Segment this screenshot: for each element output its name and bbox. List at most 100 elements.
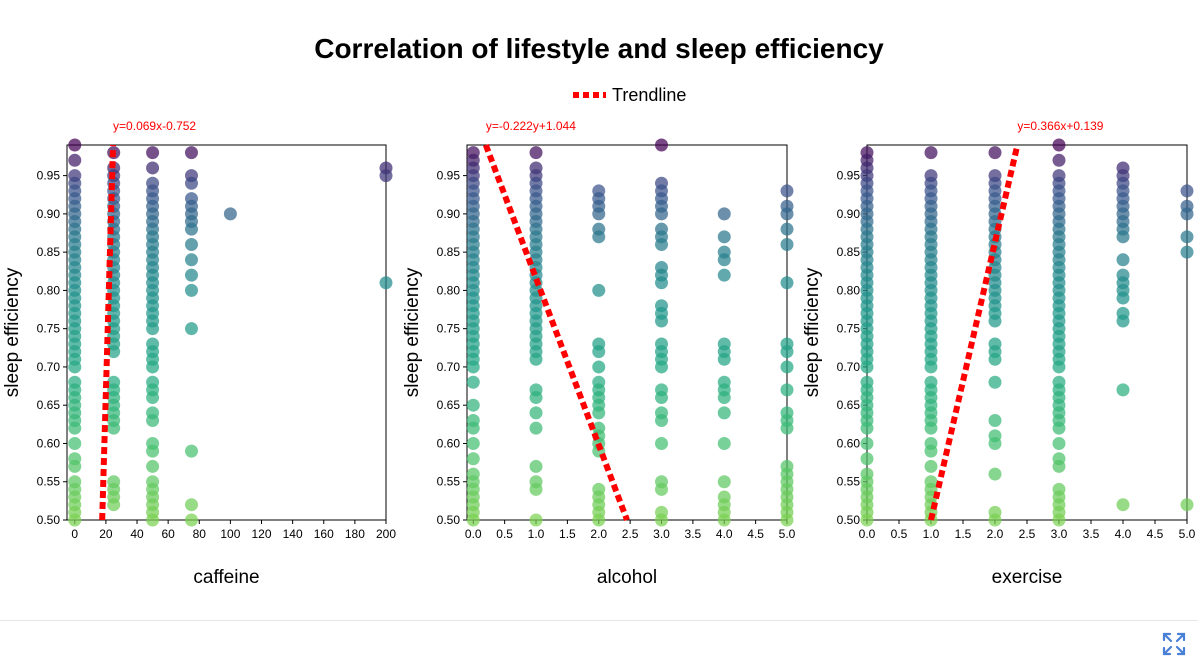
- trendline-equation: y=0.366x+0.139: [1017, 119, 1103, 133]
- scatter-point: [184, 237, 198, 251]
- scatter-point: [146, 459, 160, 473]
- scatter-point: [988, 146, 1002, 160]
- scatter-point: [717, 352, 731, 366]
- trendline-equation: y=-0.222y+1.044: [486, 119, 576, 133]
- scatter-point: [655, 314, 669, 328]
- scatter-point: [924, 459, 938, 473]
- panel-exercise: 0.50 0.55 0.60 0.65 0.70 0.75 0.80 0.85 0.90 0.95…: [802, 119, 1196, 588]
- scatter-point: [988, 314, 1002, 328]
- x-tick-label: 4.0: [716, 527, 733, 541]
- x-tick-label: 20: [99, 527, 113, 541]
- scatter-point: [988, 414, 1002, 428]
- x-tick-label: 80: [193, 527, 207, 541]
- y-tick-label: 0.60: [837, 436, 861, 450]
- scatter-point: [184, 498, 198, 512]
- scatter-point: [1052, 421, 1066, 435]
- scatter-point: [1116, 383, 1130, 397]
- scatter-point: [655, 391, 669, 405]
- scatter-point: [988, 513, 1002, 527]
- scatter-point: [1180, 184, 1194, 198]
- x-tick-label: 1.5: [955, 527, 972, 541]
- scatter-point: [146, 360, 160, 374]
- x-tick-label: 3.5: [685, 527, 702, 541]
- scatter-point: [988, 352, 1002, 366]
- y-tick-label: 0.80: [437, 283, 461, 297]
- scatter-point: [780, 276, 794, 290]
- scatter-point: [1180, 230, 1194, 244]
- legend: Trendline: [573, 85, 686, 105]
- scatter-point: [184, 253, 198, 267]
- scatter-point: [592, 513, 606, 527]
- trendline: [483, 143, 630, 522]
- scatter-point: [924, 444, 938, 458]
- y-tick-label: 0.60: [437, 436, 461, 450]
- x-tick-label: 2.5: [622, 527, 639, 541]
- x-tick-label: 0.5: [496, 527, 513, 541]
- scatter-point: [1116, 314, 1130, 328]
- y-tick-label: 0.75: [437, 322, 461, 336]
- y-tick-label: 0.55: [37, 475, 61, 489]
- scatter-point: [184, 222, 198, 236]
- x-tick-label: 100: [220, 527, 240, 541]
- scatter-point: [529, 482, 543, 496]
- scatter-point: [717, 207, 731, 221]
- scatter-point: [924, 421, 938, 435]
- x-axis-label: alcohol: [597, 567, 657, 588]
- scatter-point: [924, 360, 938, 374]
- x-tick-label: 1.5: [559, 527, 576, 541]
- scatter-point: [655, 237, 669, 251]
- scatter-point: [184, 146, 198, 160]
- scatter-point: [529, 391, 543, 405]
- scatter-point: [146, 322, 160, 336]
- y-tick-label: 0.50: [437, 513, 461, 527]
- y-tick-label: 0.90: [437, 207, 461, 221]
- scatter-point: [780, 345, 794, 359]
- scatter-point: [592, 283, 606, 297]
- x-tick-label: 2.0: [987, 527, 1004, 541]
- panel-alcohol: 0.50 0.55 0.60 0.65 0.70 0.75 0.80 0.85 0.90 0.95…: [402, 119, 796, 588]
- scatter-point: [146, 414, 160, 428]
- scatter-point: [988, 375, 1002, 389]
- x-tick-label: 3.0: [1051, 527, 1068, 541]
- scatter-point: [184, 444, 198, 458]
- scatter-point: [717, 391, 731, 405]
- scatter-point: [146, 146, 160, 160]
- expand-icon[interactable]: [1162, 632, 1186, 656]
- plot-frame: [866, 144, 1188, 521]
- scatter-point: [466, 360, 480, 374]
- x-tick-label: 60: [161, 527, 175, 541]
- scatter-point: [107, 345, 121, 359]
- scatter-point: [780, 360, 794, 374]
- scatter-point: [466, 398, 480, 412]
- y-tick-label: 0.60: [37, 436, 61, 450]
- scatter-point: [1052, 513, 1066, 527]
- scatter-point: [592, 360, 606, 374]
- scatter-point: [466, 375, 480, 389]
- scatter-point: [1052, 436, 1066, 450]
- x-tick-label: 4.5: [1147, 527, 1164, 541]
- x-tick-label: 5.0: [779, 527, 796, 541]
- scatter-point: [184, 322, 198, 336]
- x-axis-label: caffeine: [193, 567, 259, 588]
- scatter-point: [655, 360, 669, 374]
- y-tick-label: 0.85: [37, 245, 61, 259]
- y-tick-label: 0.85: [837, 245, 861, 259]
- scatter-point: [68, 138, 82, 152]
- x-tick-label: 140: [283, 527, 303, 541]
- y-tick-label: 0.85: [437, 245, 461, 259]
- scatter-point: [860, 513, 874, 527]
- y-tick-label: 0.50: [37, 513, 61, 527]
- plot-frame: [466, 144, 788, 521]
- x-tick-label: 0.5: [891, 527, 908, 541]
- scatter-point: [184, 268, 198, 282]
- scatter-point: [146, 161, 160, 175]
- scatter-point: [780, 207, 794, 221]
- y-tick-label: 0.50: [837, 513, 861, 527]
- y-tick-label: 0.80: [37, 283, 61, 297]
- scatter-point: [1116, 291, 1130, 305]
- scatter-point: [717, 268, 731, 282]
- scatter-point: [592, 207, 606, 221]
- scatter-point: [780, 513, 794, 527]
- scatter-point: [592, 230, 606, 244]
